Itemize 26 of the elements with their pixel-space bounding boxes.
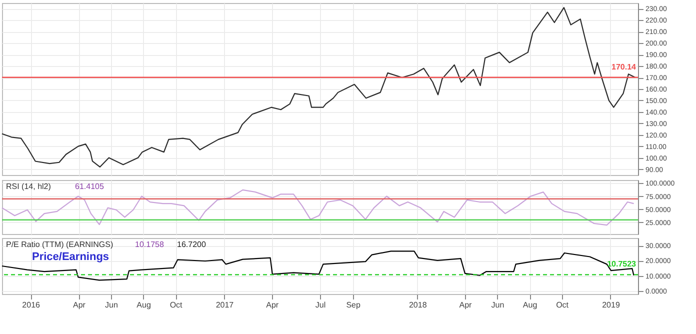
x-tick-label: Apr bbox=[266, 300, 279, 310]
ref-line-label: 10.7523 bbox=[607, 260, 637, 269]
line-series bbox=[1, 189, 634, 226]
chart-title: P/E Ratio (TTM) (EARNINGS) bbox=[6, 240, 114, 249]
x-tick-label: Aug bbox=[136, 300, 151, 310]
x-tick-label: Jul bbox=[315, 300, 326, 310]
x-tick-label: Oct bbox=[170, 300, 184, 310]
x-tick-label: 2018 bbox=[408, 300, 428, 310]
x-tick-label: 2019 bbox=[602, 300, 620, 310]
line-series bbox=[1, 250, 634, 281]
x-tick-label: Jun bbox=[105, 300, 118, 310]
annotation: 61.4105 bbox=[75, 182, 104, 191]
annotation: Price/Earnings bbox=[32, 251, 110, 263]
annotation: 10.1758 bbox=[135, 240, 164, 249]
x-tick-label: Oct bbox=[556, 300, 570, 310]
x-tick-label: 2016 bbox=[22, 300, 41, 310]
line-series bbox=[1, 7, 636, 168]
chart-title: RSI (14, hl2) bbox=[6, 182, 52, 191]
annotation: 16.7200 bbox=[177, 240, 206, 249]
x-tick-label: Jun bbox=[491, 300, 504, 310]
x-tick-label: Apr bbox=[459, 300, 472, 310]
x-tick-label: Aug bbox=[522, 300, 538, 310]
x-tick-label: Apr bbox=[72, 300, 86, 310]
ref-line-label: 170.14 bbox=[612, 62, 637, 72]
x-tick-label: 2017 bbox=[216, 300, 234, 310]
x-tick-label: Sep bbox=[346, 300, 361, 310]
